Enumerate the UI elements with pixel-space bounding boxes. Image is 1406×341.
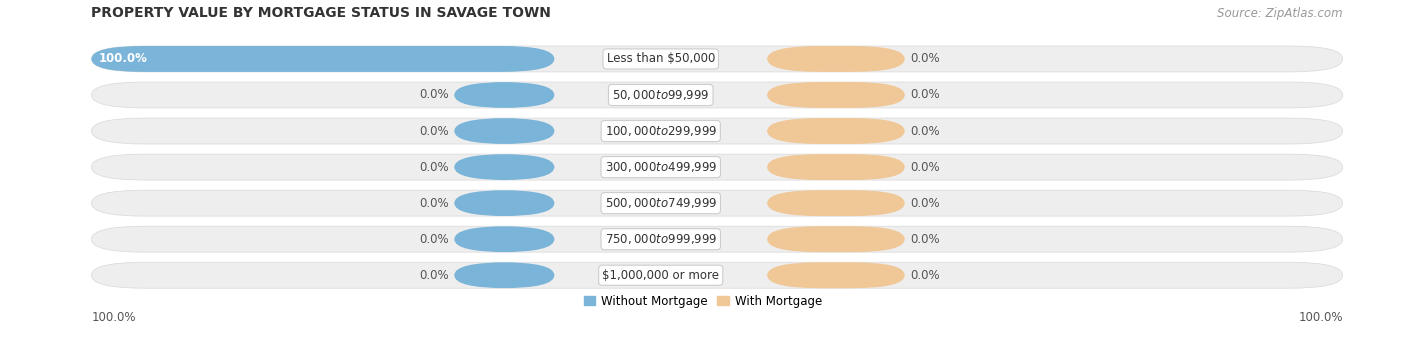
Text: $50,000 to $99,999: $50,000 to $99,999 (612, 88, 710, 102)
FancyBboxPatch shape (454, 118, 554, 144)
Text: 100.0%: 100.0% (91, 311, 136, 324)
FancyBboxPatch shape (91, 154, 1343, 180)
Text: $1,000,000 or more: $1,000,000 or more (602, 269, 720, 282)
Text: 100.0%: 100.0% (1298, 311, 1343, 324)
Text: 0.0%: 0.0% (911, 233, 941, 246)
FancyBboxPatch shape (454, 226, 554, 252)
FancyBboxPatch shape (91, 226, 1343, 252)
Text: 0.0%: 0.0% (419, 197, 449, 210)
FancyBboxPatch shape (768, 46, 905, 72)
FancyBboxPatch shape (768, 190, 905, 216)
Text: 0.0%: 0.0% (419, 269, 449, 282)
FancyBboxPatch shape (454, 190, 554, 216)
FancyBboxPatch shape (768, 262, 905, 288)
Text: 0.0%: 0.0% (419, 124, 449, 137)
Text: $300,000 to $499,999: $300,000 to $499,999 (605, 160, 717, 174)
FancyBboxPatch shape (454, 82, 554, 108)
Text: $500,000 to $749,999: $500,000 to $749,999 (605, 196, 717, 210)
FancyBboxPatch shape (768, 154, 905, 180)
Text: $100,000 to $299,999: $100,000 to $299,999 (605, 124, 717, 138)
Text: 0.0%: 0.0% (911, 161, 941, 174)
FancyBboxPatch shape (91, 82, 1343, 108)
Text: 0.0%: 0.0% (911, 124, 941, 137)
Text: 0.0%: 0.0% (911, 89, 941, 102)
Text: 0.0%: 0.0% (419, 89, 449, 102)
FancyBboxPatch shape (91, 262, 1343, 288)
FancyBboxPatch shape (768, 118, 905, 144)
Text: 0.0%: 0.0% (911, 53, 941, 65)
FancyBboxPatch shape (768, 226, 905, 252)
FancyBboxPatch shape (91, 190, 1343, 216)
FancyBboxPatch shape (454, 154, 554, 180)
Text: $750,000 to $999,999: $750,000 to $999,999 (605, 232, 717, 246)
Text: 0.0%: 0.0% (419, 233, 449, 246)
FancyBboxPatch shape (91, 46, 1343, 72)
Legend: Without Mortgage, With Mortgage: Without Mortgage, With Mortgage (581, 291, 825, 311)
FancyBboxPatch shape (91, 46, 554, 72)
Text: Less than $50,000: Less than $50,000 (606, 53, 714, 65)
Text: 0.0%: 0.0% (911, 269, 941, 282)
FancyBboxPatch shape (454, 262, 554, 288)
Text: Source: ZipAtlas.com: Source: ZipAtlas.com (1218, 8, 1343, 20)
FancyBboxPatch shape (768, 82, 905, 108)
FancyBboxPatch shape (91, 118, 1343, 144)
Text: 0.0%: 0.0% (911, 197, 941, 210)
Text: 0.0%: 0.0% (419, 161, 449, 174)
Text: 100.0%: 100.0% (98, 53, 148, 65)
Text: PROPERTY VALUE BY MORTGAGE STATUS IN SAVAGE TOWN: PROPERTY VALUE BY MORTGAGE STATUS IN SAV… (91, 6, 551, 20)
